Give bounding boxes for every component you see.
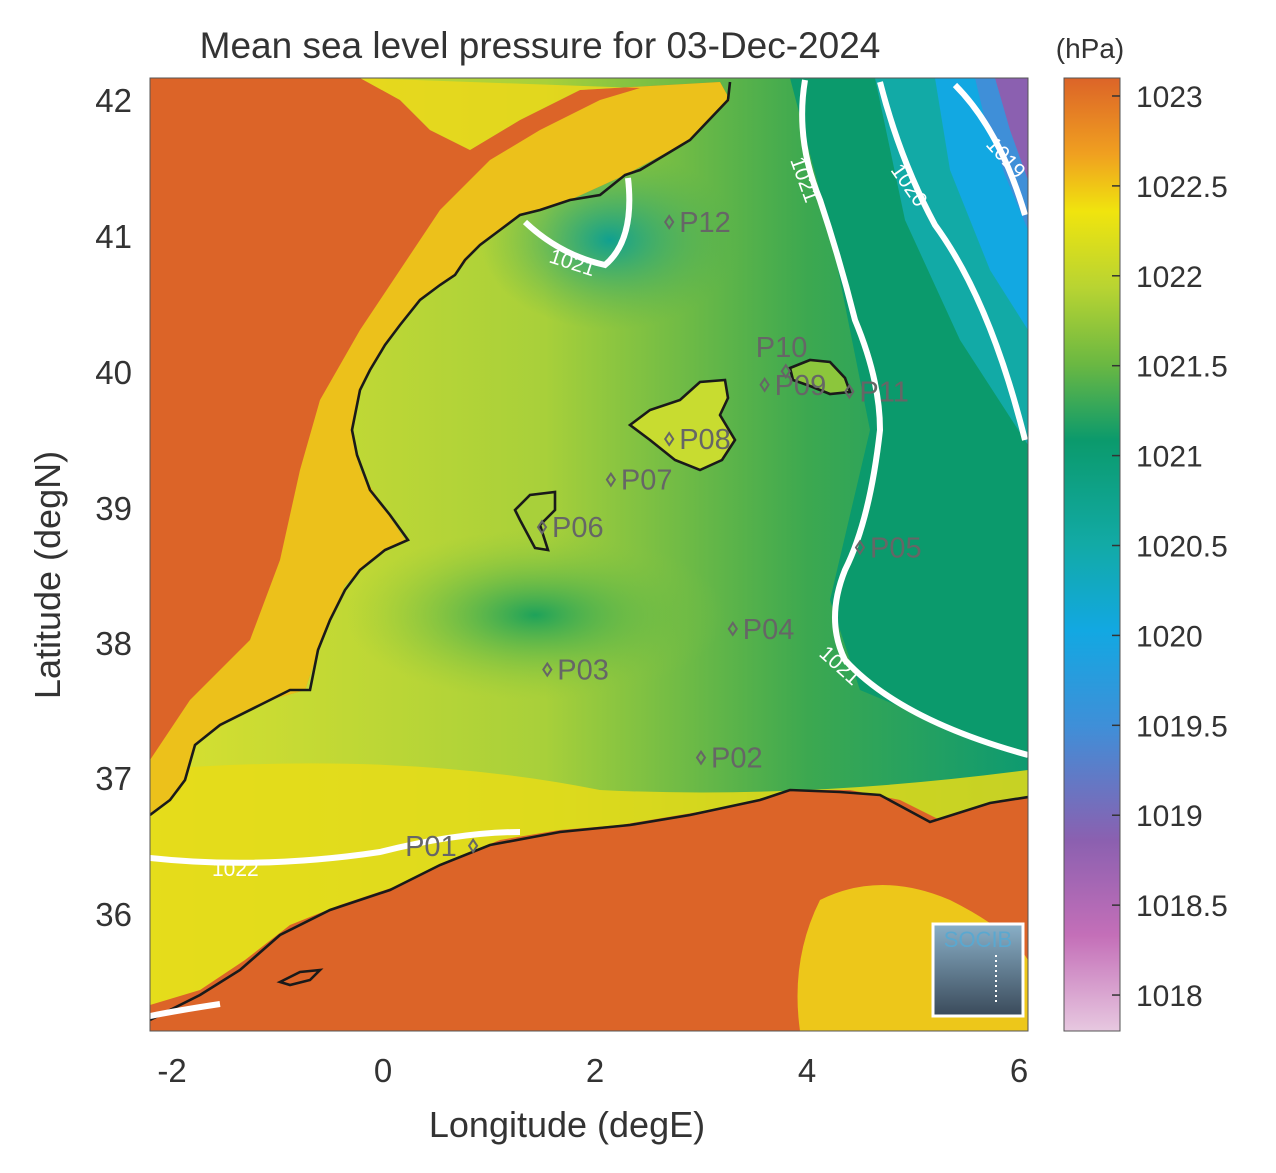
y-tick-label: 38 bbox=[95, 625, 132, 662]
colorbar-tick-label: 1021 bbox=[1136, 441, 1203, 474]
colorbar-unit-label: (hPa) bbox=[1056, 33, 1124, 64]
x-tick-label: 2 bbox=[586, 1052, 604, 1089]
colorbar-tick-label: 1023 bbox=[1136, 81, 1203, 114]
colorbar-tick-label: 1020.5 bbox=[1136, 531, 1228, 564]
colorbar-tick-label: 1022 bbox=[1136, 261, 1203, 294]
y-tick-label: 39 bbox=[95, 490, 132, 527]
colorbar-ticks: 1023 1022.5 1022 1021.5 1021 1020.5 1020 1019.5… bbox=[1112, 81, 1228, 1013]
x-tick-label: 6 bbox=[1010, 1052, 1028, 1089]
station-marker-p08 bbox=[663, 431, 675, 447]
station-label-p04: P04 bbox=[743, 614, 795, 646]
station-marker-p06 bbox=[536, 519, 548, 535]
colorbar-gradient bbox=[1063, 77, 1121, 1032]
y-tick-label: 41 bbox=[95, 218, 132, 255]
contour-1022-south bbox=[150, 1001, 221, 1019]
y-axis: 42 41 40 39 38 37 36 Latitude (degN) bbox=[27, 82, 132, 933]
station-marker-p04 bbox=[727, 621, 739, 637]
contour-1021-east bbox=[799, 79, 1028, 758]
colorbar-tick-label: 1018 bbox=[1136, 980, 1203, 1013]
y-tick-label: 40 bbox=[95, 354, 132, 391]
socib-logo-box bbox=[931, 922, 1025, 1018]
station-marker-p11 bbox=[844, 383, 855, 400]
africa-coastline bbox=[150, 788, 1028, 1022]
pressure-low-center bbox=[345, 530, 725, 700]
station-marker-p10 bbox=[780, 363, 792, 380]
station-label-p12: P12 bbox=[679, 207, 731, 239]
station-label-p07: P07 bbox=[621, 465, 673, 497]
y-tick-label: 36 bbox=[95, 896, 132, 933]
x-axis: -2 0 2 4 6 Longitude (degE) bbox=[157, 1052, 1028, 1145]
contour-1019 bbox=[952, 82, 1028, 216]
colorbar-tick-label: 1019 bbox=[1136, 800, 1203, 833]
x-tick-label: -2 bbox=[157, 1052, 186, 1089]
contour-1021-gulf bbox=[522, 177, 633, 269]
station-label-p01: P01 bbox=[405, 831, 457, 863]
station-label-p02: P02 bbox=[711, 743, 763, 775]
station-marker-p05 bbox=[854, 539, 866, 556]
island-mallorca bbox=[630, 380, 735, 470]
colorbar-tick-label: 1018.5 bbox=[1136, 890, 1228, 923]
menorca-coastline bbox=[788, 358, 852, 396]
colorbar-tick-label: 1019.5 bbox=[1136, 710, 1228, 743]
land-spain-coast bbox=[150, 78, 730, 815]
station-label-p08: P08 bbox=[679, 424, 731, 456]
contour-1020 bbox=[877, 81, 1028, 441]
colorbar-tick-label: 1020 bbox=[1136, 620, 1203, 653]
station-marker-p12 bbox=[663, 214, 675, 230]
station-marker-p01 bbox=[467, 837, 479, 854]
mallorca-coastline bbox=[627, 378, 737, 472]
y-tick-label: 37 bbox=[95, 760, 132, 797]
x-axis-label: Longitude (degE) bbox=[429, 1104, 705, 1145]
contour-label-1022: 1022 bbox=[212, 858, 259, 881]
socib-logo: SOCIB bbox=[931, 922, 1025, 1018]
socib-logo-text: SOCIB bbox=[944, 927, 1012, 952]
plot-frame bbox=[149, 77, 1029, 1032]
station-label-p10: P10 bbox=[756, 332, 808, 364]
station-marker-p09 bbox=[759, 376, 770, 393]
coastlines bbox=[150, 81, 1028, 1022]
y-axis-label: Latitude (degN) bbox=[27, 451, 68, 699]
map-title: Mean sea level pressure for 03-Dec-2024 bbox=[200, 25, 881, 66]
colorbar-tick-label: 1022.5 bbox=[1136, 171, 1228, 204]
x-tick-label: 4 bbox=[798, 1052, 816, 1089]
x-tick-label: 0 bbox=[374, 1052, 392, 1089]
colorbar: 1023 1022.5 1022 1021.5 1021 1020.5 1020 1019.5… bbox=[1063, 77, 1228, 1032]
station-label-p06: P06 bbox=[552, 512, 604, 544]
contour-lines bbox=[150, 79, 1028, 1019]
colorbar-tick-label: 1021.5 bbox=[1136, 351, 1228, 384]
station-label-p05: P05 bbox=[870, 532, 922, 564]
pressure-band-1019 bbox=[995, 78, 1028, 180]
station-label-p09: P09 bbox=[775, 370, 827, 402]
station-label-p03: P03 bbox=[557, 655, 609, 687]
station-marker-p03 bbox=[542, 661, 553, 678]
station-marker-p02 bbox=[695, 749, 707, 766]
contour-1022 bbox=[150, 829, 521, 866]
y-tick-label: 42 bbox=[95, 82, 132, 119]
island-ibiza bbox=[515, 492, 555, 550]
station-label-p11: P11 bbox=[859, 377, 908, 409]
pressure-field bbox=[150, 78, 1028, 1031]
spain-coastline bbox=[150, 81, 732, 817]
alboran-coastline bbox=[276, 968, 324, 987]
station-marker-p07 bbox=[605, 471, 617, 488]
